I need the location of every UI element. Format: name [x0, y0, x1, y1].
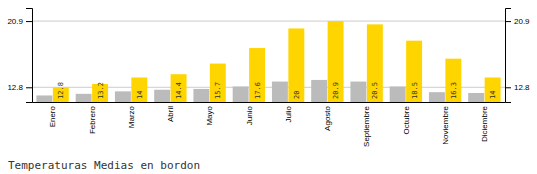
bar [154, 90, 170, 102]
bar [390, 86, 406, 102]
x-tick-label: Noviembre [441, 105, 450, 144]
y-tick-mark [26, 87, 32, 88]
grid-line [32, 21, 505, 22]
y-tick-mark [26, 21, 32, 22]
x-tick-label: Marzo [127, 105, 136, 128]
data-label: 20 [293, 91, 301, 99]
y2-tick: 20.9 [505, 17, 530, 26]
bar [468, 93, 484, 102]
x-tick-label: Septiembre [362, 105, 371, 146]
title: Temperaturas Medias en bordon [8, 159, 200, 172]
bar [288, 28, 304, 102]
bar [233, 86, 249, 102]
bar [210, 64, 226, 102]
bar [367, 24, 383, 102]
x-tick: Diciembre [480, 102, 489, 142]
bar [76, 94, 92, 102]
grid [32, 21, 505, 87]
bar [131, 77, 147, 102]
data-label: 12.8 [57, 82, 65, 99]
data-label: 16.3 [450, 82, 458, 99]
data-label: 20.5 [371, 82, 379, 99]
x-tick: Octubre [402, 102, 411, 134]
bar [272, 82, 288, 102]
x-tick: Noviembre [441, 102, 450, 145]
data-label: 15.7 [214, 82, 222, 99]
x-tick: Septiembre [362, 102, 371, 147]
y2-tick-mark [505, 87, 511, 88]
data-label: 20.9 [332, 82, 340, 99]
y2-tick-label: 20.9 [514, 17, 530, 26]
y-axis-line [26, 9, 33, 103]
bar [445, 59, 461, 102]
y2-tick-label: 12.8 [514, 83, 530, 92]
x-tick-label: Junio [245, 105, 254, 125]
bar [406, 41, 422, 102]
x-tick-label: Mayo [205, 105, 214, 125]
x-tick-label: Octubre [402, 105, 411, 134]
bar [485, 77, 501, 102]
bar [311, 80, 327, 102]
y2-axis: 12.8 20.9 [505, 9, 530, 103]
y2-tick: 12.8 [505, 83, 530, 92]
data-label: 17.6 [254, 82, 262, 99]
x-tick: Febrero [88, 102, 97, 134]
x-axis-line [33, 102, 506, 103]
bar-series [36, 80, 484, 102]
plot: 12.8 20.9 12.8 20.9 Enero Febrero Marzo Abril Ma… [7, 9, 530, 174]
x-tick: Julio [284, 102, 293, 122]
x-tick: Abril [166, 102, 175, 122]
bar [328, 21, 344, 102]
x-tick-label: Abril [166, 106, 175, 122]
y2-tick-mark [505, 21, 511, 22]
data-label: 18.5 [411, 82, 419, 99]
bar [171, 74, 187, 102]
bar [429, 92, 445, 102]
data-label: 14.4 [175, 82, 183, 99]
data-labels: 12.8 13.2 14 14.4 15.7 17.6 20 20.9 20.5 18.5 16.3… [57, 82, 497, 99]
x-tick-label: Agosto [323, 105, 332, 130]
y-axis: 12.8 20.9 [7, 9, 32, 103]
bar [36, 95, 52, 102]
bars [36, 21, 500, 102]
x-tick: Marzo [127, 102, 136, 128]
y-tick: 20.9 [7, 17, 32, 26]
x-tick-label: Diciembre [480, 105, 489, 142]
y-tick: 12.8 [7, 83, 32, 92]
x-tick: Enero [48, 102, 57, 127]
bar [115, 91, 131, 102]
bar [350, 82, 366, 102]
x-axis: Enero Febrero Marzo Abril Mayo Junio Julio Agos… [33, 102, 506, 147]
x-tick-label: Enero [48, 105, 57, 127]
data-label: 14 [489, 91, 497, 99]
bar [249, 48, 265, 102]
data-label: 13.2 [97, 82, 105, 99]
x-tick-label: Febrero [88, 105, 97, 134]
bar [193, 89, 209, 102]
x-tick: Agosto [323, 102, 332, 131]
x-tick-label: Julio [284, 105, 293, 122]
y-tick-label: 20.9 [7, 17, 23, 26]
y2-axis-line [506, 9, 512, 103]
y-tick-label: 12.8 [7, 83, 23, 92]
bar-series [53, 21, 501, 102]
data-label: 14 [136, 91, 144, 99]
chart: 12.8 20.9 12.8 20.9 Enero Febrero Marzo Abril Ma… [0, 0, 537, 174]
x-tick: Mayo [205, 102, 214, 126]
x-tick: Junio [245, 102, 254, 125]
